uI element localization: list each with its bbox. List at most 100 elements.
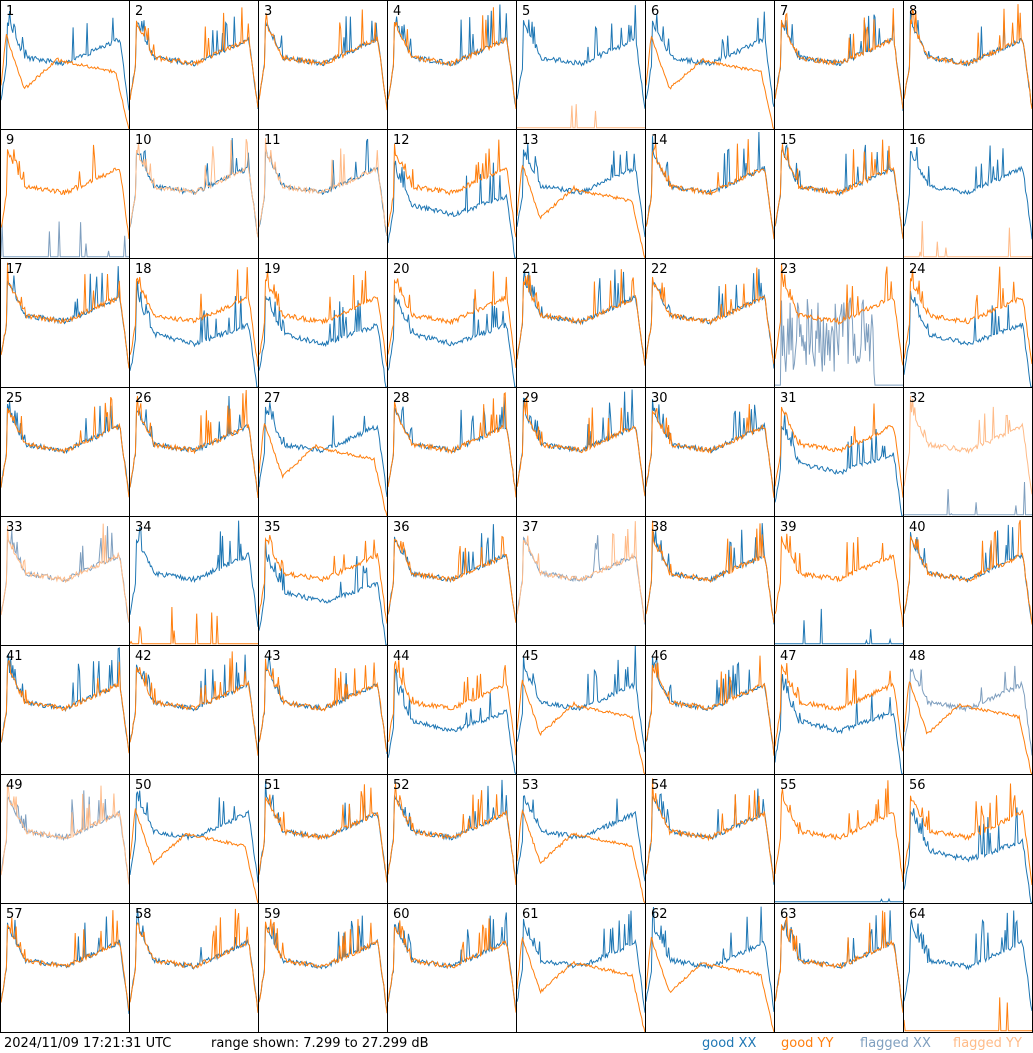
spectrum-panel-15: 15 — [774, 129, 904, 259]
panel-label: 58 — [135, 907, 152, 922]
legend-flagged-xx: flagged XX — [860, 1036, 931, 1051]
series-xx-line — [259, 915, 387, 1011]
spectrum-plot-15 — [775, 139, 903, 239]
series-xx-line — [517, 910, 645, 1013]
panel-label: 59 — [264, 907, 281, 922]
spectrum-plot-48 — [904, 665, 1032, 774]
spectrum-plot-63 — [775, 910, 903, 1013]
spectrum-panel-48: 48 — [903, 645, 1033, 775]
spectrum-panel-12: 12 — [387, 129, 517, 259]
spectrum-plot-43 — [259, 656, 387, 755]
series-yy-line — [517, 679, 645, 774]
series-yy-line — [904, 266, 1032, 365]
series-yy-line — [646, 778, 774, 883]
panel-label: 42 — [135, 649, 152, 664]
series-xx-line — [904, 524, 1032, 624]
spectrum-panel-8: 8 — [903, 0, 1033, 130]
series-xx-line — [1, 526, 129, 623]
panel-label: 39 — [780, 520, 797, 535]
series-xx-line — [904, 290, 1032, 387]
spectrum-plot-39 — [775, 533, 903, 645]
spectrum-plot-61 — [517, 910, 645, 1032]
panel-label: 53 — [522, 778, 539, 793]
series-yy-line — [130, 606, 258, 645]
series-yy-line — [259, 9, 387, 111]
series-yy-line — [130, 651, 258, 756]
spectrum-panel-57: 57 — [0, 903, 130, 1033]
panel-label: 5 — [522, 4, 531, 19]
spectrum-panel-39: 39 — [774, 516, 904, 646]
spectrum-panel-28: 28 — [387, 387, 517, 517]
series-xx-line — [1, 221, 129, 258]
panel-label: 1 — [6, 4, 15, 19]
series-yy-line — [1, 660, 129, 754]
spectrum-plot-49 — [1, 783, 129, 885]
series-xx-line — [517, 5, 645, 109]
panel-label: 9 — [6, 133, 15, 148]
series-yy-line — [1, 396, 129, 498]
panel-label: 3 — [264, 4, 273, 19]
panel-label: 12 — [393, 133, 410, 148]
panel-label: 28 — [393, 391, 410, 406]
panel-label: 33 — [6, 520, 23, 535]
series-xx-line — [130, 520, 258, 627]
spectrum-plot-30 — [646, 399, 774, 498]
spectrum-panel-55: 55 — [774, 774, 904, 904]
spectrum-plot-40 — [904, 520, 1032, 625]
series-yy-line — [646, 35, 774, 129]
series-yy-line — [1, 144, 129, 240]
spectrum-plot-34 — [130, 520, 258, 645]
series-yy-line — [517, 164, 645, 258]
panel-label: 29 — [522, 391, 539, 406]
panel-label: 23 — [780, 262, 797, 277]
spectrum-plot-45 — [517, 646, 645, 774]
panel-label: 7 — [780, 4, 789, 19]
panel-label: 38 — [651, 520, 668, 535]
spectrum-panel-29: 29 — [516, 387, 646, 517]
spectrum-plot-60 — [388, 912, 516, 1013]
range-text: range shown: 7.299 to 27.299 dB — [211, 1036, 429, 1051]
spectrum-panel-19: 19 — [258, 258, 388, 388]
legend-good-xx: good XX — [702, 1036, 757, 1051]
series-yy-line — [646, 403, 774, 498]
spectrum-panel-47: 47 — [774, 645, 904, 775]
series-xx-line — [1, 10, 129, 111]
series-yy-line — [259, 422, 387, 516]
series-yy-line — [259, 270, 387, 367]
panel-label: 56 — [909, 778, 926, 793]
series-yy-line — [904, 395, 1032, 495]
panel-label: 31 — [780, 391, 797, 406]
spectrum-panel-34: 34 — [129, 516, 259, 646]
spectrum-plot-16 — [904, 145, 1032, 258]
series-yy-line — [1, 910, 129, 1011]
panel-label: 54 — [651, 778, 668, 793]
spectrum-panel-40: 40 — [903, 516, 1033, 646]
series-xx-line — [517, 795, 645, 882]
series-yy-line — [1, 262, 129, 369]
panel-label: 4 — [393, 4, 402, 19]
spectrum-plot-33 — [1, 523, 129, 623]
spectrum-panel-54: 54 — [645, 774, 775, 904]
panel-label: 30 — [651, 391, 668, 406]
series-xx-line — [259, 402, 387, 497]
series-xx-line — [388, 397, 516, 494]
panel-label: 62 — [651, 907, 668, 922]
series-xx-line — [388, 912, 516, 1010]
spectrum-plot-57 — [1, 910, 129, 1014]
series-yy-line — [1, 523, 129, 623]
series-yy-line — [904, 221, 1032, 258]
spectrum-panel-63: 63 — [774, 903, 904, 1033]
spectrum-plot-28 — [388, 391, 516, 498]
series-xx-line — [388, 160, 516, 258]
series-xx-line — [904, 665, 1032, 756]
series-xx-line — [259, 16, 387, 107]
spectrum-plot-18 — [130, 267, 258, 387]
spectrum-plot-47 — [775, 663, 903, 774]
spectrum-panel-17: 17 — [0, 258, 130, 388]
series-yy-line — [388, 783, 516, 886]
spectrum-panel-33: 33 — [0, 516, 130, 646]
spectrum-plot-52 — [388, 779, 516, 886]
spectrum-panel-25: 25 — [0, 387, 130, 517]
series-yy-line — [775, 139, 903, 239]
panel-label: 63 — [780, 907, 797, 922]
